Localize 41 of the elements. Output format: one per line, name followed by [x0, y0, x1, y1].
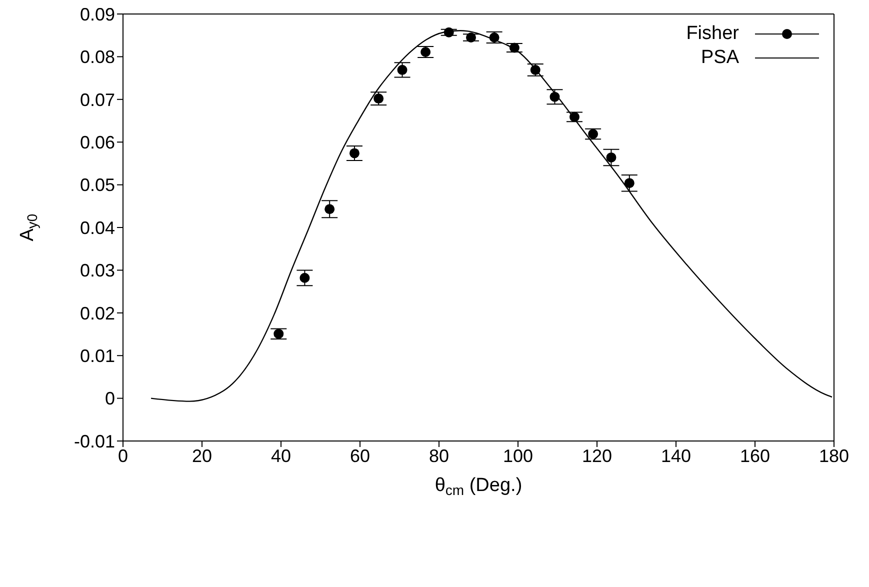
y-tick-label: 0.06 — [80, 132, 115, 152]
x-tick-label: 0 — [118, 446, 128, 466]
y-tick-label: 0.02 — [80, 303, 115, 324]
y-tick-label: 0 — [104, 388, 115, 409]
point — [466, 32, 476, 42]
y-tick-label: 0.03 — [80, 260, 115, 281]
point — [349, 148, 360, 158]
legend-label: Fisher — [686, 23, 739, 45]
point — [588, 128, 598, 139]
point — [300, 272, 310, 283]
point — [489, 32, 500, 42]
point — [397, 64, 408, 75]
point — [569, 112, 580, 122]
point — [324, 204, 335, 214]
x-tick-label: 40 — [270, 446, 292, 466]
point — [374, 94, 384, 104]
y-tick-label: 0.05 — [80, 175, 115, 196]
y-tick-label: 0.08 — [80, 47, 115, 68]
x-tick-label: 140 — [660, 446, 692, 466]
point — [444, 27, 454, 38]
point — [624, 178, 634, 188]
x-tick-label: 160 — [740, 446, 770, 466]
legend-label: PSA — [700, 47, 739, 69]
x-tick-label: 180 — [818, 446, 850, 466]
point — [509, 42, 520, 53]
x-tick-label: 20 — [192, 446, 212, 466]
y-tick-label: 0.09 — [80, 4, 115, 24]
y-tick-label: 0.01 — [80, 346, 115, 366]
x-tick-label: 80 — [428, 446, 450, 466]
x-tick-label: 60 — [350, 446, 370, 466]
x-axis-title: θ$_{cm}$ (Deg.) — [434, 475, 522, 498]
x-tick-label: 120 — [582, 446, 612, 466]
y-tick-label: -0.01 — [74, 431, 115, 452]
y-tick-label: 0.07 — [80, 90, 115, 110]
y-tick-label: 0.04 — [80, 218, 115, 238]
point — [606, 152, 616, 162]
point — [530, 64, 540, 75]
point — [274, 328, 284, 339]
point — [420, 47, 431, 58]
x-tick-label: 100 — [502, 446, 534, 466]
point — [550, 92, 560, 102]
